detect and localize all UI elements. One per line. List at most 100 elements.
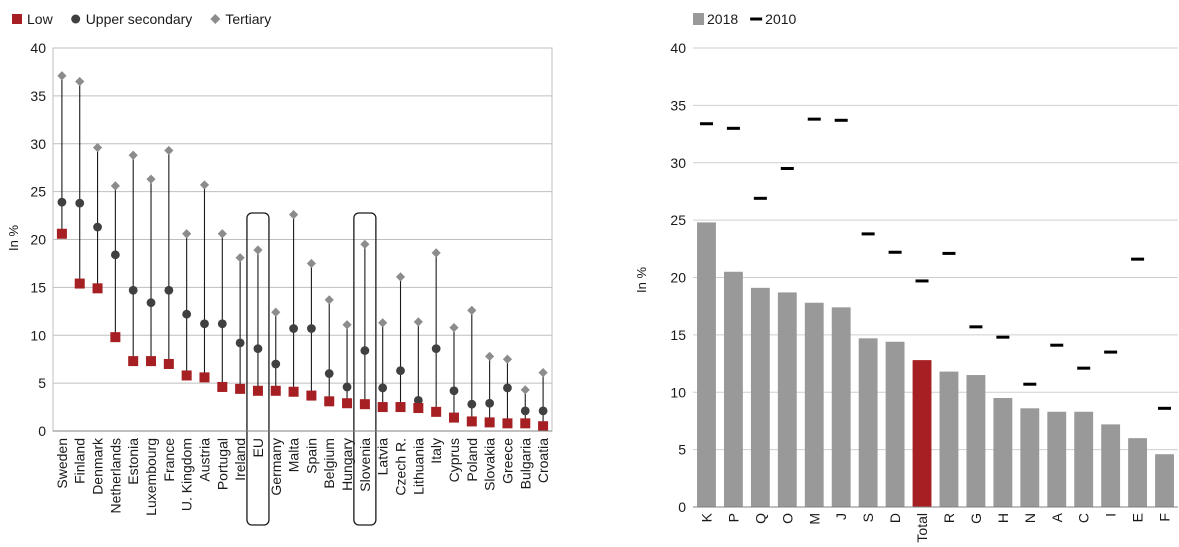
y-tick-label-5: 5 bbox=[38, 375, 46, 391]
low-marker-denmark bbox=[92, 283, 103, 294]
y-tick-label-10: 10 bbox=[30, 327, 46, 343]
bar-2018-q bbox=[750, 287, 770, 507]
x-tick-label-sweden: Sweden bbox=[54, 438, 70, 489]
x-tick-label-j: J bbox=[833, 513, 849, 520]
tertiary-marker-eu bbox=[253, 245, 263, 255]
dash-2010-s bbox=[861, 232, 875, 236]
left-chart-legend: Low Upper secondary Tertiary bbox=[12, 11, 271, 27]
y-tick-label-15: 15 bbox=[30, 279, 46, 295]
x-tick-label-d: D bbox=[887, 513, 903, 523]
tertiary-marker-france bbox=[164, 145, 174, 156]
tertiary-marker-greece bbox=[502, 354, 513, 364]
y-tick-label-20: 20 bbox=[30, 232, 46, 248]
low-marker-slovakia bbox=[484, 417, 495, 428]
x-tick-label-a: A bbox=[1049, 512, 1065, 522]
tertiary-marker-spain bbox=[306, 258, 317, 269]
upper-secondary-marker-luxembourg bbox=[146, 298, 156, 308]
dash-2010-h bbox=[996, 335, 1010, 339]
dash-2010-r bbox=[942, 251, 956, 255]
legend-label-2010: 2010 bbox=[765, 11, 796, 27]
x-tick-label-hungary: Hungary bbox=[339, 438, 355, 491]
left-chart: Low Upper secondary Tertiary 0 5 10 15 20 25 30 3… bbox=[6, 11, 553, 526]
dash-2010-j bbox=[834, 118, 848, 122]
upper-secondary-marker-austria bbox=[200, 319, 209, 329]
dash-2010-m bbox=[807, 117, 821, 121]
y-tick-label-25: 25 bbox=[670, 212, 686, 228]
dash-2010-g bbox=[969, 325, 983, 329]
bar-2018-n bbox=[1020, 408, 1040, 507]
legend-marker-2018 bbox=[693, 13, 704, 25]
low-marker-poland bbox=[466, 416, 477, 427]
bar-2018-d bbox=[885, 341, 905, 507]
legend-marker-tertiary bbox=[210, 14, 221, 24]
left-chart-x-tick-labels: Sweden Finland Denmark Netherlands Estonia Lu… bbox=[54, 437, 551, 516]
tertiary-marker-poland bbox=[467, 305, 477, 315]
x-tick-label-i: I bbox=[1103, 513, 1119, 517]
upper-secondary-marker-slovakia bbox=[485, 398, 495, 408]
tertiary-marker-finland bbox=[75, 76, 85, 87]
highlight-box-eu bbox=[246, 212, 270, 526]
upper-secondary-marker-czech-r bbox=[396, 366, 405, 376]
upper-secondary-marker-denmark bbox=[93, 222, 102, 232]
legend-label-low: Low bbox=[27, 11, 54, 27]
low-marker-austria bbox=[199, 372, 210, 383]
x-tick-label-m: M bbox=[806, 513, 822, 525]
upper-secondary-marker-slovenia bbox=[360, 346, 370, 355]
left-chart-frame bbox=[52, 47, 553, 432]
x-tick-label-k: K bbox=[698, 512, 714, 522]
upper-secondary-marker-latvia bbox=[378, 383, 388, 393]
x-tick-label-slovenia: Slovenia bbox=[357, 438, 373, 492]
bar-2018-i bbox=[1101, 424, 1121, 507]
bar-2018-j bbox=[831, 307, 851, 507]
bar-2018-total bbox=[912, 360, 932, 507]
tertiary-marker-bulgaria bbox=[520, 385, 530, 395]
y-tick-label-40: 40 bbox=[670, 40, 686, 56]
tertiary-marker-cyprus bbox=[449, 322, 459, 333]
tertiary-marker-malta bbox=[288, 210, 299, 220]
dash-2010-a bbox=[1050, 343, 1064, 347]
y-tick-label-30: 30 bbox=[670, 155, 686, 171]
tertiary-marker-croatia bbox=[538, 367, 548, 378]
x-tick-label-eu: EU bbox=[250, 438, 266, 457]
right-chart-y-axis-label: In % bbox=[634, 267, 649, 293]
low-marker-lithuania bbox=[413, 403, 424, 414]
low-marker-cyprus bbox=[448, 412, 459, 423]
legend-label-tertiary: Tertiary bbox=[225, 11, 271, 27]
low-marker-hungary bbox=[342, 398, 353, 409]
x-tick-label-czech-r: Czech R. bbox=[393, 438, 409, 496]
bar-2018-s bbox=[858, 338, 878, 507]
dash-2010-n bbox=[1023, 382, 1037, 386]
x-tick-label-p: P bbox=[725, 513, 741, 522]
upper-secondary-marker-sweden bbox=[57, 197, 67, 207]
bar-2018-f bbox=[1155, 454, 1174, 507]
tertiary-marker-u-kingdom bbox=[182, 229, 192, 239]
x-tick-label-u-kingdom: U. Kingdom bbox=[179, 438, 195, 511]
upper-secondary-marker-eu bbox=[253, 344, 263, 354]
tertiary-marker-netherlands bbox=[110, 181, 120, 191]
x-tick-label-h: H bbox=[995, 513, 1011, 523]
low-marker-belgium bbox=[324, 396, 335, 407]
dash-2010-p bbox=[726, 126, 740, 130]
x-tick-label-spain: Spain bbox=[303, 438, 319, 474]
dash-2010-o bbox=[780, 166, 794, 170]
low-marker-slovenia bbox=[359, 399, 370, 410]
x-tick-label-total: Total bbox=[914, 513, 930, 543]
bar-2018-e bbox=[1128, 438, 1148, 507]
upper-secondary-marker-germany bbox=[271, 359, 281, 369]
left-chart-y-tick-labels: 0 5 10 15 20 25 30 35 40 bbox=[30, 40, 46, 439]
x-tick-label-denmark: Denmark bbox=[90, 437, 106, 495]
low-marker-netherlands bbox=[110, 332, 121, 343]
low-marker-ireland bbox=[235, 383, 246, 394]
x-tick-label-portugal: Portugal bbox=[214, 438, 230, 490]
bar-2018-m bbox=[804, 302, 824, 507]
bar-2018-r bbox=[939, 371, 959, 507]
x-tick-label-austria: Austria bbox=[196, 438, 212, 482]
x-tick-label-lithuania: Lithuania bbox=[410, 438, 426, 495]
x-tick-label-croatia: Croatia bbox=[535, 438, 551, 483]
upper-secondary-marker-lithuania bbox=[413, 395, 423, 405]
x-tick-label-n: N bbox=[1022, 513, 1038, 523]
low-marker-italy bbox=[431, 406, 442, 417]
y-tick-label-0: 0 bbox=[678, 499, 686, 515]
upper-secondary-marker-finland bbox=[75, 198, 85, 208]
low-marker-czech-r bbox=[395, 402, 406, 413]
